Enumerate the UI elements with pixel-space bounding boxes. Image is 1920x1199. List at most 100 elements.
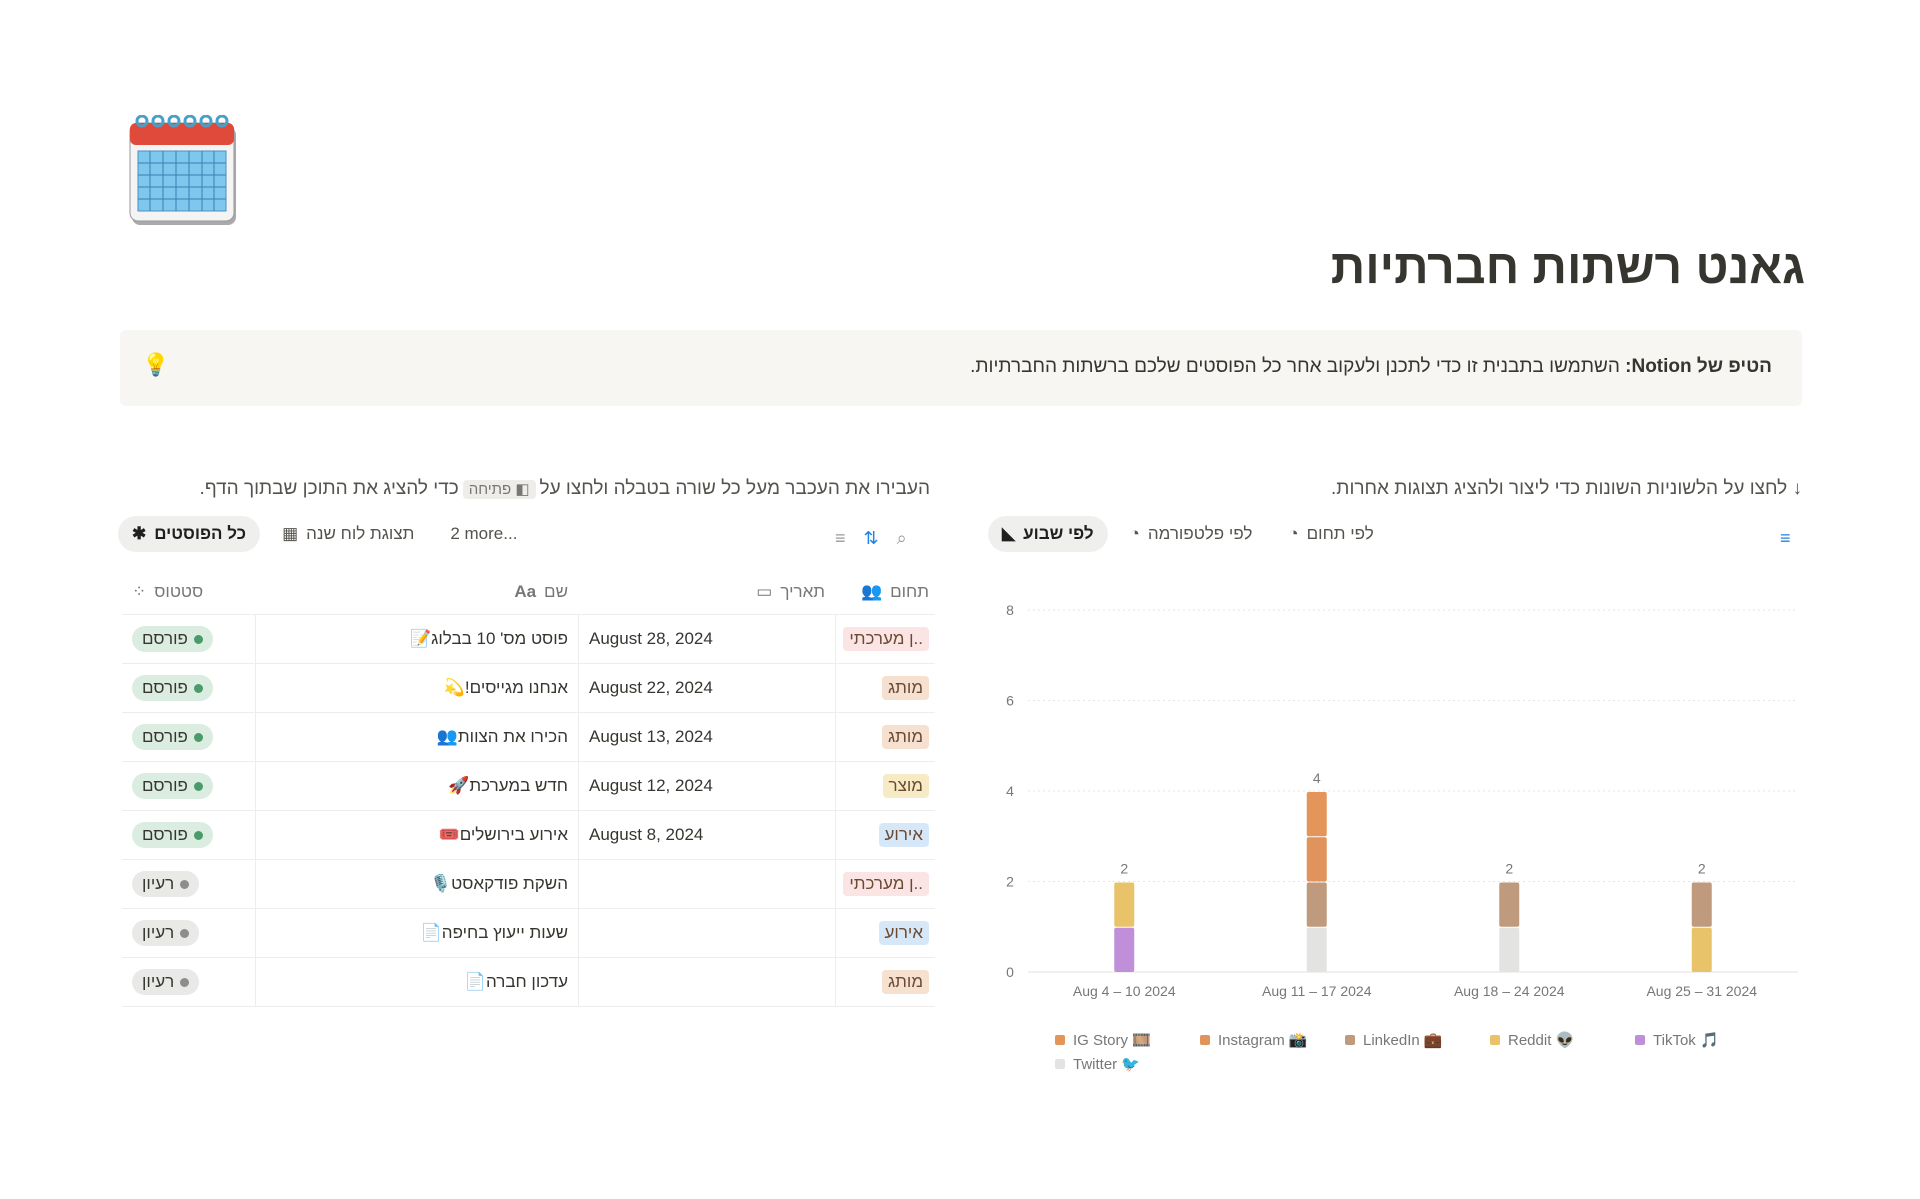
y-tick-label: 0 — [1006, 964, 1014, 980]
area-cell[interactable]: מותג — [835, 713, 935, 761]
name-cell[interactable]: 📝 פוסט מס' 10 בבלוג — [255, 615, 578, 663]
status-label: רעיון — [142, 923, 175, 942]
name-cell[interactable]: 👥 הכירו את הצוות — [255, 713, 578, 761]
status-cell[interactable]: פורסם — [122, 615, 255, 663]
text-type-icon: Aa — [514, 582, 537, 601]
chart-view-tabs: ◣ לפי שבוע ◔ לפי פלטפורמה ◔ לפי תחום — [988, 516, 1388, 552]
area-cell[interactable]: ..ן מערכתי — [835, 615, 935, 663]
date-cell[interactable]: August 28, 2024 — [578, 615, 835, 663]
post-name[interactable]: השקת פודקאסט — [451, 874, 568, 893]
legend-swatch — [1200, 1035, 1210, 1045]
column-date[interactable]: ▭ תאריך — [578, 570, 835, 614]
tab-calendar-view[interactable]: ▦ תצוגת לוח שנה — [268, 516, 428, 552]
post-name[interactable]: הכירו את הצוות — [457, 727, 568, 746]
date-cell[interactable]: August 8, 2024 — [578, 811, 835, 859]
legend-item[interactable]: LinkedIn 💼 — [1345, 1028, 1490, 1052]
tab-all-posts[interactable]: ✱ כל הפוסטים — [118, 516, 261, 552]
status-cell[interactable]: פורסם — [122, 664, 255, 712]
filter-icon[interactable]: ≡ — [835, 528, 846, 548]
table-row[interactable]: פורסם 🎟️ אירוע בירושלים August 8, 2024 אי… — [122, 811, 935, 860]
post-name[interactable]: עדכון חברה — [486, 972, 568, 991]
name-cell[interactable]: 🚀 חדש במערכת — [255, 762, 578, 810]
legend-item[interactable]: TikTok 🎵 — [1635, 1028, 1780, 1052]
table-row[interactable]: פורסם 🚀 חדש במערכת August 12, 2024 מוצר — [122, 762, 935, 811]
bar-segment — [1499, 927, 1520, 972]
area-tag: מותג — [881, 725, 929, 749]
date-cell[interactable] — [578, 958, 835, 1006]
calendar-column-icon: ▭ — [756, 582, 773, 601]
table-row[interactable]: פורסם 💫 אנחנו מגייסים! August 22, 2024 מו… — [122, 664, 935, 713]
status-cell[interactable]: רעיון — [122, 909, 255, 957]
sort-icon[interactable]: ⇅ — [863, 528, 879, 548]
table-row[interactable]: פורסם 👥 הכירו את הצוות August 13, 2024 מו… — [122, 713, 935, 762]
status-cell[interactable]: רעיון — [122, 860, 255, 908]
search-icon[interactable]: ⌕ — [896, 528, 907, 548]
legend-item[interactable]: IG Story 🎞️ — [1055, 1028, 1200, 1052]
status-label: פורסם — [142, 776, 188, 795]
status-column-icon: ⁘ — [132, 582, 147, 601]
name-cell[interactable]: 💫 אנחנו מגייסים! — [255, 664, 578, 712]
name-cell[interactable]: 📄 עדכון חברה — [255, 958, 578, 1006]
chart-filter-icon[interactable]: ≡ — [1780, 528, 1791, 548]
page-emoji-icon: 🎟️ — [438, 825, 460, 844]
status-cell[interactable]: רעיון — [122, 958, 255, 1006]
posts-table: ⁘ סטטוס Aa שם ▭ תאריך תחום 👥 פורסם 📝 פוסט מס'… — [122, 570, 935, 1007]
more-views-button[interactable]: 2 more... — [450, 524, 518, 543]
area-cell[interactable]: מותג — [835, 958, 935, 1006]
post-name[interactable]: פוסט מס' 10 בבלוג — [431, 629, 568, 648]
post-name[interactable]: אנחנו מגייסים! — [464, 678, 568, 697]
y-tick-label: 8 — [1006, 602, 1014, 618]
status-label: פורסם — [142, 629, 188, 648]
legend-label: Instagram 📸 — [1218, 1032, 1308, 1049]
status-dot — [193, 683, 203, 693]
name-cell[interactable]: 🎙️ השקת פודקאסט — [255, 860, 578, 908]
column-label: תאריך — [780, 582, 825, 601]
status-dot — [180, 879, 190, 889]
status-badge: פורסם — [132, 724, 213, 750]
status-cell[interactable]: פורסם — [122, 811, 255, 859]
date-cell[interactable]: August 22, 2024 — [578, 664, 835, 712]
area-cell[interactable]: אירוע — [835, 811, 935, 859]
date-cell[interactable]: August 12, 2024 — [578, 762, 835, 810]
page-emoji-icon: 📝 — [410, 629, 432, 648]
name-cell[interactable]: 🎟️ אירוע בירושלים — [255, 811, 578, 859]
legend-item[interactable]: Instagram 📸 — [1200, 1028, 1345, 1052]
tab-by-week[interactable]: ◣ לפי שבוע — [988, 516, 1108, 552]
x-tick-label: Aug 18 – 24 2024 — [1454, 983, 1565, 999]
post-name[interactable]: שעות ייעוץ בחיפה — [441, 923, 568, 942]
table-row[interactable]: פורסם 📝 פוסט מס' 10 בבלוג August 28, 2024… — [122, 615, 935, 664]
status-cell[interactable]: פורסם — [122, 713, 255, 761]
area-cell[interactable]: מוצר — [835, 762, 935, 810]
date-cell[interactable] — [578, 860, 835, 908]
area-cell[interactable]: ..ן מערכתי — [835, 860, 935, 908]
bar-segment — [1499, 882, 1520, 927]
legend-swatch — [1490, 1035, 1500, 1045]
callout-text: הטיפ של Notion: השתמשו בתבנית זו כדי לתכ… — [970, 356, 1772, 378]
area-cell[interactable]: מותג — [835, 664, 935, 712]
table-row[interactable]: רעיון 🎙️ השקת פודקאסט ..ן מערכתי — [122, 860, 935, 909]
lightbulb-icon: 💡 — [142, 352, 170, 377]
legend-item[interactable]: Reddit 👽 — [1490, 1028, 1635, 1052]
status-cell[interactable]: פורסם — [122, 762, 255, 810]
calendar-icon[interactable] — [128, 114, 243, 230]
post-name[interactable]: אירוע בירושלים — [459, 825, 568, 844]
column-status[interactable]: ⁘ סטטוס — [122, 570, 255, 614]
column-name[interactable]: Aa שם — [255, 570, 578, 614]
date-cell[interactable]: August 13, 2024 — [578, 713, 835, 761]
asterisk-icon: ✱ — [132, 524, 147, 543]
pie-chart-icon: ◔ — [1129, 524, 1140, 543]
status-badge: רעיון — [132, 920, 200, 946]
post-name[interactable]: חדש במערכת — [469, 776, 568, 795]
table-row[interactable]: רעיון 📄 שעות ייעוץ בחיפה אירוע — [122, 909, 935, 958]
tab-by-platform[interactable]: ◔ לפי פלטפורמה — [1116, 516, 1267, 552]
table-row[interactable]: רעיון 📄 עדכון חברה מותג — [122, 958, 935, 1007]
legend-label: LinkedIn 💼 — [1363, 1032, 1443, 1049]
legend-item[interactable]: Twitter 🐦 — [1055, 1052, 1200, 1076]
area-cell[interactable]: אירוע — [835, 909, 935, 957]
tab-by-area[interactable]: ◔ לפי תחום — [1274, 516, 1387, 552]
name-cell[interactable]: 📄 שעות ייעוץ בחיפה — [255, 909, 578, 957]
date-cell[interactable] — [578, 909, 835, 957]
chart-legend: IG Story 🎞️ Instagram 📸 LinkedIn 💼 Reddit 👽… — [1055, 1028, 1795, 1076]
column-area[interactable]: תחום 👥 — [835, 570, 935, 614]
callout-bold: הטיפ של Notion: — [1625, 356, 1772, 377]
